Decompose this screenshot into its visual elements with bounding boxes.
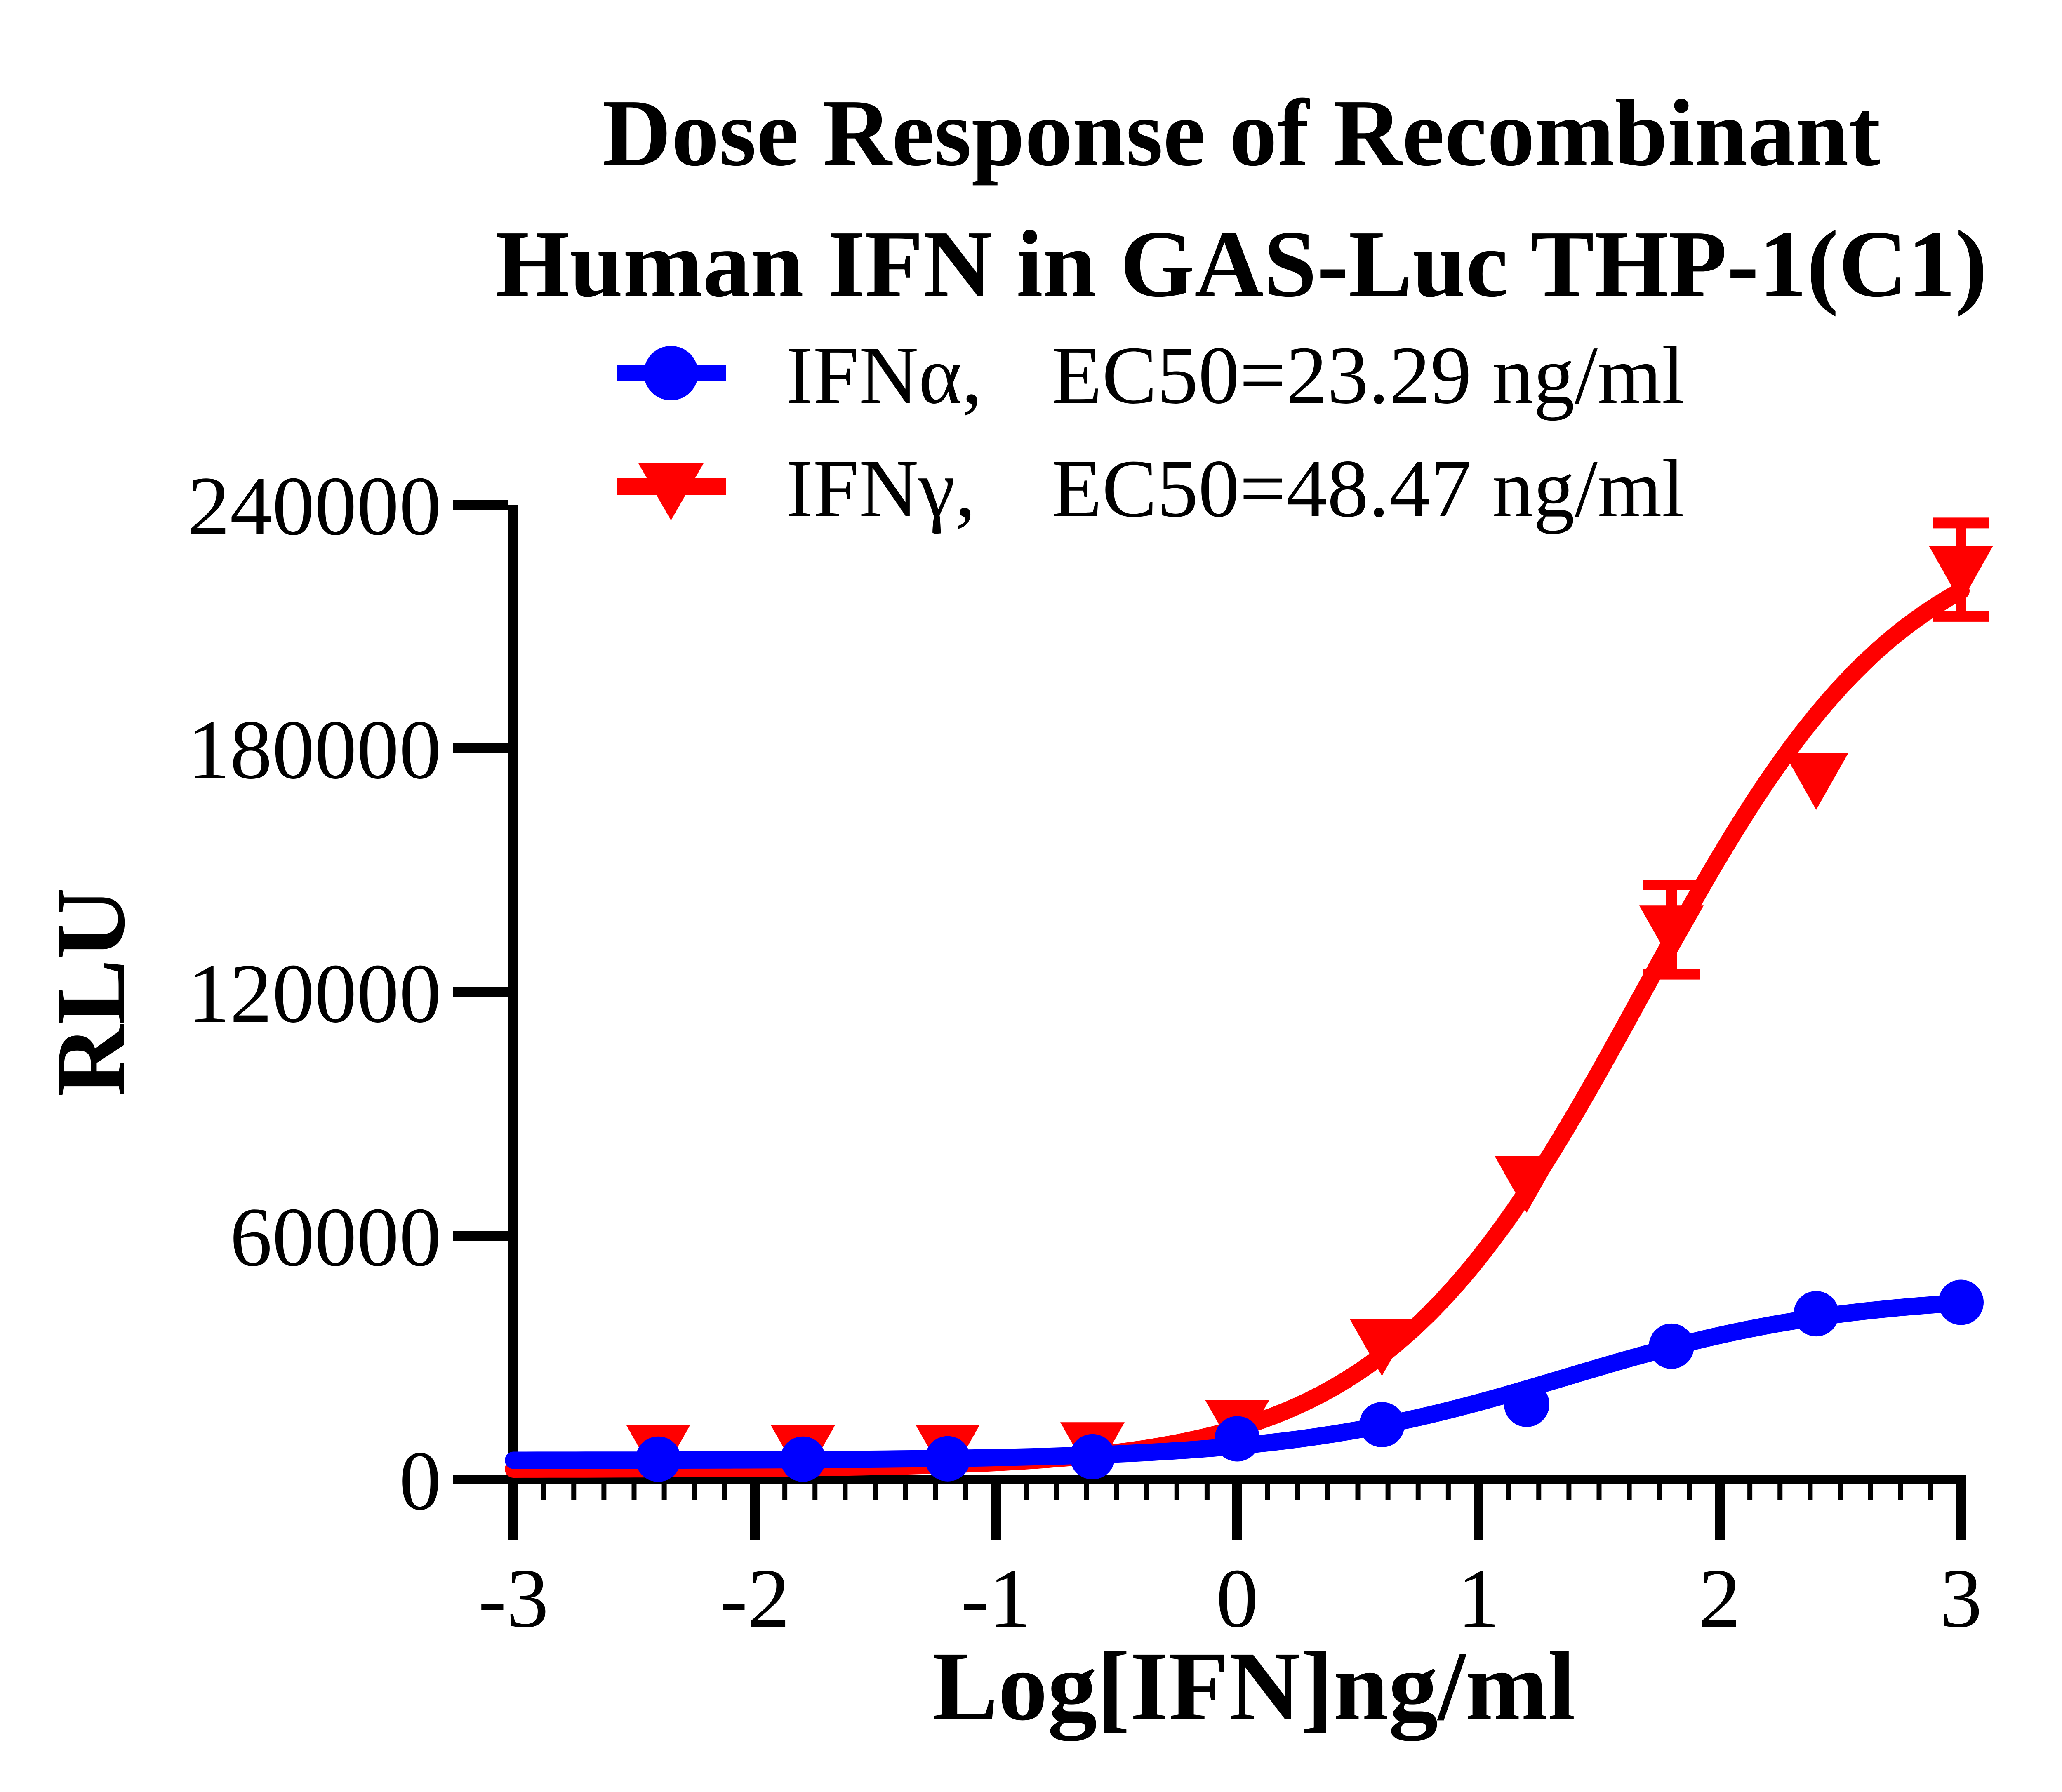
data-point-IFNγ: [1495, 1156, 1559, 1213]
y-axis-title: RLU: [35, 888, 145, 1097]
data-point-IFNα: [636, 1436, 681, 1482]
plot-area: -3 -2 -1 0 1 2 3 0 60000 120000 180000 240000: [188, 459, 1993, 1645]
x-tick-label: 0: [1216, 1552, 1259, 1645]
legend-circle-marker-icon: [644, 346, 698, 400]
data-point-IFNα: [1070, 1434, 1115, 1479]
x-axis-title: Log[IFN]ng/ml: [932, 1631, 1575, 1741]
data-point-IFNγ: [1639, 905, 1704, 963]
data-point-IFNα: [780, 1436, 826, 1482]
x-tick-label: -3: [478, 1552, 549, 1645]
data-point-IFNα: [1794, 1291, 1839, 1337]
y-tick-label: 60000: [230, 1190, 442, 1284]
y-tick-label: 120000: [188, 947, 441, 1040]
legend-triangle-marker-icon: [638, 463, 704, 520]
chart-title-line1: Dose Response of Recombinant: [602, 80, 1881, 186]
legend-ec50-value: EC50=23.29 ng/ml: [1052, 330, 1685, 421]
y-tick-label: 180000: [188, 703, 441, 797]
data-point-IFNα: [1938, 1279, 1984, 1325]
legend-series-name: IFNγ,: [786, 443, 976, 534]
y-tick-label: 240000: [188, 459, 441, 553]
chart-title-line2: Human IFN in GAS-Luc THP-1(C1): [495, 211, 1987, 317]
x-tick-label: 1: [1457, 1552, 1500, 1645]
x-tick-label: 2: [1699, 1552, 1741, 1645]
data-point-IFNα: [1359, 1402, 1405, 1448]
data-point-IFNα: [1504, 1381, 1549, 1427]
legend-series-name: IFNα,: [786, 330, 982, 421]
legend: IFNα, EC50=23.29 ng/ml IFNγ, EC50=48.47 ng/…: [617, 330, 1685, 534]
data-point-IFNα: [1215, 1416, 1260, 1462]
x-tick-label: -2: [720, 1552, 790, 1645]
legend-ec50-value: EC50=48.47 ng/ml: [1052, 443, 1685, 534]
data-point-IFNγ: [1350, 1319, 1414, 1376]
data-point-IFNγ: [1784, 753, 1848, 810]
x-tick-label: 3: [1940, 1552, 1982, 1645]
y-tick-label: 0: [399, 1434, 442, 1528]
x-tick-label: -1: [961, 1552, 1031, 1645]
data-point-IFNα: [925, 1436, 970, 1482]
data-point-IFNα: [1649, 1323, 1694, 1369]
data-point-IFNγ: [1929, 546, 1993, 603]
